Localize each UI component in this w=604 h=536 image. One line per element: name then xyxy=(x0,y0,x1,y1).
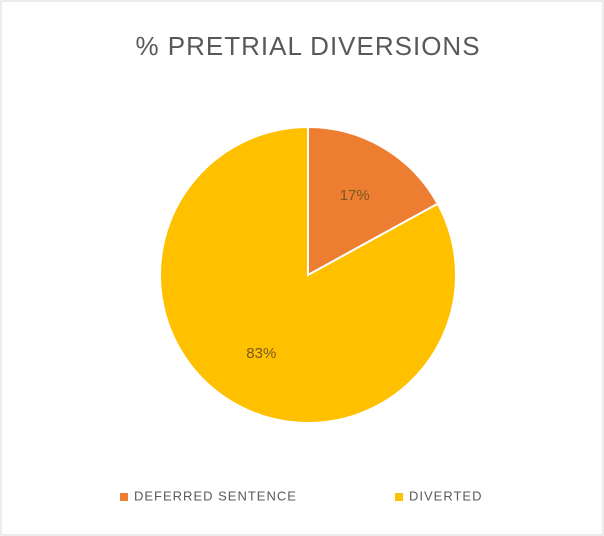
legend-label: DEFERRED SENTENCE xyxy=(134,488,297,503)
data-label: 17% xyxy=(340,187,370,204)
pie-slice xyxy=(159,125,457,424)
data-label: 83% xyxy=(246,345,276,362)
legend-swatch xyxy=(120,493,128,501)
legend-swatch xyxy=(395,493,403,501)
pie-slice xyxy=(307,125,440,277)
chart-title: % PRETRIAL DIVERSIONS xyxy=(135,31,480,61)
legend-label: DIVERTED xyxy=(409,488,483,503)
